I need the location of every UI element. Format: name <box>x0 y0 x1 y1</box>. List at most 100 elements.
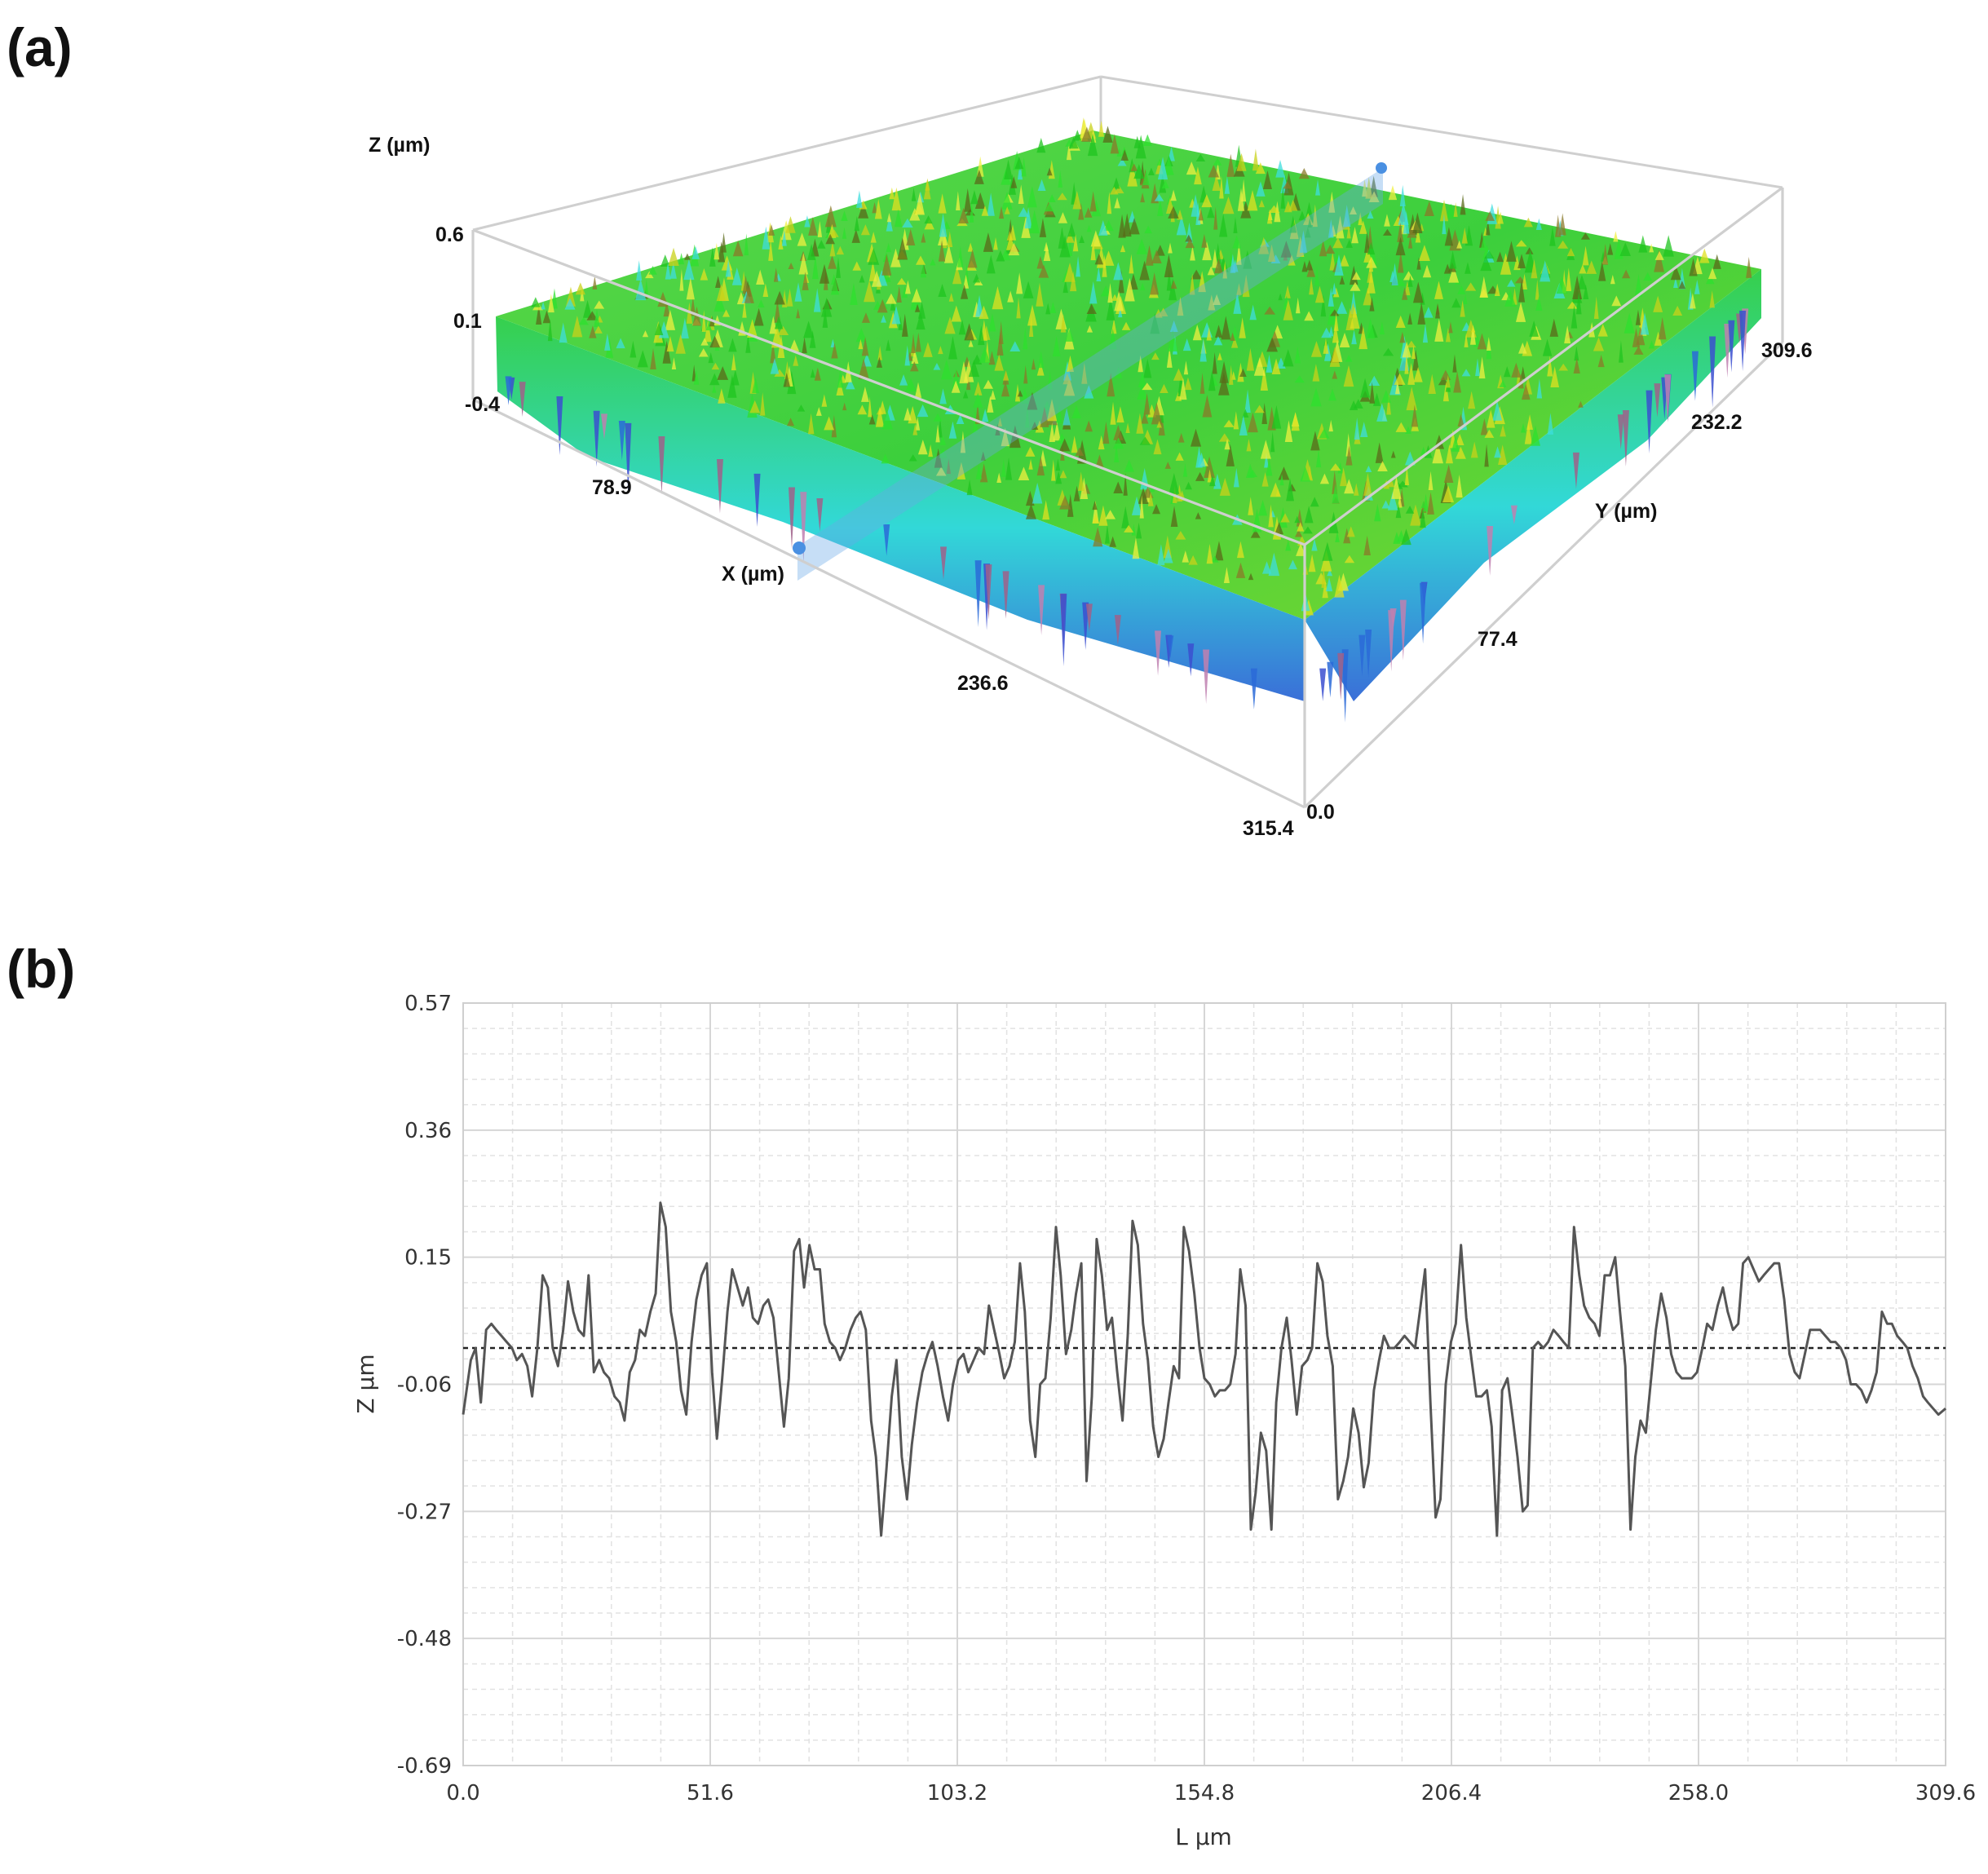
surface-peak <box>683 259 695 281</box>
surface-peak <box>1167 329 1178 351</box>
surface-peak <box>1540 260 1551 282</box>
surface-peak <box>1247 190 1258 211</box>
surface-peak <box>1360 378 1370 398</box>
surface-peak <box>975 294 983 317</box>
surface-peak <box>1305 227 1311 238</box>
surface-peak <box>915 332 921 352</box>
box-front-edges <box>471 186 1784 809</box>
surface-peak <box>1368 375 1381 386</box>
surface-peak <box>1018 207 1029 217</box>
surface-peak <box>1336 301 1348 314</box>
surface-peak <box>1008 242 1020 256</box>
surface-peak <box>1523 217 1533 228</box>
surface-peak <box>1217 352 1222 360</box>
surface-peak <box>704 319 712 343</box>
surface-peak <box>1098 220 1108 236</box>
surface-peak <box>966 479 973 496</box>
surface-peak <box>1129 254 1134 274</box>
surface-peak <box>881 315 887 323</box>
surface-peak <box>1407 225 1417 238</box>
surface-peak <box>1376 403 1388 422</box>
surface-peak <box>1164 254 1174 278</box>
surface-peak <box>1536 378 1543 399</box>
surface-peak <box>1388 185 1398 201</box>
surface-peak <box>1526 414 1533 430</box>
surface-peak <box>1036 362 1045 376</box>
surface-peak <box>1418 245 1430 261</box>
surface-peak <box>1649 243 1654 253</box>
surface-peak <box>1173 368 1184 381</box>
surface-peak <box>1369 382 1375 404</box>
surface-peak <box>1310 387 1322 407</box>
surface-peak <box>1264 306 1276 315</box>
surface-peak <box>1060 313 1067 333</box>
surface-peak <box>1049 422 1055 442</box>
surface-peak <box>1404 352 1409 374</box>
surface-spike <box>1646 390 1653 453</box>
surface-peak <box>1453 371 1462 393</box>
surface-peak <box>1654 250 1664 260</box>
surface-peak <box>1027 186 1037 208</box>
surface-peak <box>1116 147 1122 157</box>
surface-peak <box>1260 440 1271 459</box>
surface-peak <box>1055 471 1062 484</box>
surface-peak <box>725 259 731 277</box>
surface-peak <box>923 179 931 200</box>
surface-peak <box>1351 227 1358 244</box>
surface-peak <box>1460 194 1466 215</box>
surface-peak <box>1252 148 1259 171</box>
profile-plane <box>797 168 1383 581</box>
surface-peak <box>1294 346 1301 364</box>
surface-peak <box>1059 495 1071 510</box>
surface-peak <box>1384 214 1390 227</box>
surface-peak <box>1163 535 1173 559</box>
surface-peak <box>821 394 828 407</box>
surface-peak <box>1208 294 1216 311</box>
surface-spike <box>939 546 947 580</box>
surface-peak <box>1197 452 1206 467</box>
surface-peak <box>1018 184 1024 205</box>
surface-peak <box>1098 120 1105 137</box>
surface-peak <box>1198 271 1206 293</box>
surface-peak <box>1151 352 1160 360</box>
surface-peak <box>1673 277 1678 289</box>
surface-peak <box>1177 297 1184 316</box>
surface-peak <box>786 289 793 307</box>
surface-peak <box>868 396 873 418</box>
surface-peak <box>1113 481 1124 494</box>
surface-peak <box>1492 400 1503 421</box>
surface-peak <box>1654 249 1664 272</box>
surface-peak <box>1164 548 1173 564</box>
surface-peak <box>1465 282 1477 291</box>
surface-peak <box>1395 422 1407 432</box>
surface-peak <box>1089 281 1098 304</box>
surface-peak <box>1410 504 1421 526</box>
surface-peak <box>1144 225 1152 234</box>
surface-peak <box>904 280 911 294</box>
surface-peak <box>1328 325 1334 337</box>
surface-peak <box>1236 541 1244 559</box>
surface-peak <box>1610 274 1615 285</box>
surface-peak <box>582 299 593 318</box>
surface-peak <box>1314 265 1319 286</box>
surface-peak <box>717 366 729 380</box>
surface-peak <box>952 266 962 285</box>
surface-peak <box>970 189 979 205</box>
surface-peak <box>956 414 965 425</box>
surface-peak <box>861 312 871 323</box>
surface-peak <box>1445 327 1451 343</box>
surface-peak <box>928 444 933 457</box>
surface-peak <box>1014 156 1024 170</box>
surface-peak <box>718 388 726 404</box>
surface-peak <box>1699 248 1710 263</box>
surface-peak <box>1110 134 1120 154</box>
surface-peak <box>996 472 1002 483</box>
surface-peak <box>1653 295 1663 312</box>
surface-peak <box>1333 312 1339 331</box>
surface-peak <box>708 351 713 364</box>
surface-peak <box>1310 497 1319 507</box>
surface-peak <box>1542 338 1553 356</box>
surface-peak <box>1707 267 1717 280</box>
surface-peak <box>1484 444 1489 467</box>
